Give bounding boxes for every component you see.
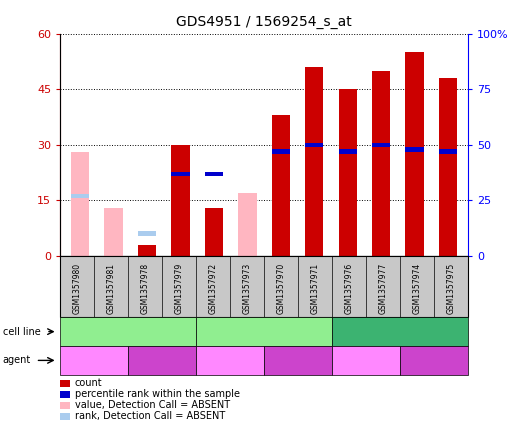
Text: GSM1357975: GSM1357975 (447, 263, 456, 314)
Text: GSM1357973: GSM1357973 (243, 263, 252, 314)
Text: GSM1357976: GSM1357976 (345, 263, 354, 314)
Text: GSM1357980: GSM1357980 (73, 263, 82, 314)
Text: GSM1357978: GSM1357978 (141, 263, 150, 314)
Bar (205, 208, 223, 256)
Text: cell line: cell line (3, 327, 40, 337)
Bar (439, 149, 457, 154)
Bar (305, 143, 323, 147)
Bar (138, 245, 156, 256)
Bar (372, 143, 390, 147)
Text: GSM1357971: GSM1357971 (311, 263, 320, 314)
Text: control: control (149, 356, 176, 365)
Text: GSM1357979: GSM1357979 (175, 263, 184, 314)
Bar (172, 172, 190, 176)
Bar (271, 115, 290, 256)
Text: GSM1357981: GSM1357981 (107, 263, 116, 314)
Text: GSM1357970: GSM1357970 (277, 263, 286, 314)
Text: GSM1357972: GSM1357972 (209, 263, 218, 314)
Text: value, Detection Call = ABSENT: value, Detection Call = ABSENT (75, 400, 230, 410)
Text: GSM1357977: GSM1357977 (379, 263, 388, 314)
Bar (305, 67, 323, 256)
Text: control: control (420, 356, 448, 365)
Text: agent: agent (3, 355, 31, 365)
Text: control: control (285, 356, 312, 365)
Bar (338, 149, 357, 154)
Text: prostate cancer PC3: prostate cancer PC3 (85, 327, 171, 336)
Text: breast cancer MCF7: breast cancer MCF7 (358, 327, 442, 336)
Bar (405, 52, 424, 256)
Text: count: count (75, 378, 103, 388)
Bar (172, 145, 190, 256)
Text: GSM1357974: GSM1357974 (413, 263, 422, 314)
Bar (405, 147, 424, 151)
Text: lysophosphatidic
acid: lysophosphatidic acid (62, 351, 127, 370)
Text: GDS4951 / 1569254_s_at: GDS4951 / 1569254_s_at (176, 15, 352, 29)
Bar (338, 89, 357, 256)
Text: breast cancer MDA-MB-231: breast cancer MDA-MB-231 (207, 327, 322, 336)
Text: percentile rank within the sample: percentile rank within the sample (75, 389, 240, 399)
Bar (205, 172, 223, 176)
Bar (372, 71, 390, 256)
Text: lysophosphatidic
acid: lysophosphatidic acid (334, 351, 399, 370)
Text: rank, Detection Call = ABSENT: rank, Detection Call = ABSENT (75, 411, 225, 421)
Bar (105, 208, 123, 256)
Bar (238, 193, 257, 256)
Bar (439, 78, 457, 256)
Bar (271, 149, 290, 154)
Bar (71, 152, 89, 256)
Bar (71, 194, 89, 198)
Bar (138, 231, 156, 236)
Text: lysophosphatidic
acid: lysophosphatidic acid (198, 351, 263, 370)
